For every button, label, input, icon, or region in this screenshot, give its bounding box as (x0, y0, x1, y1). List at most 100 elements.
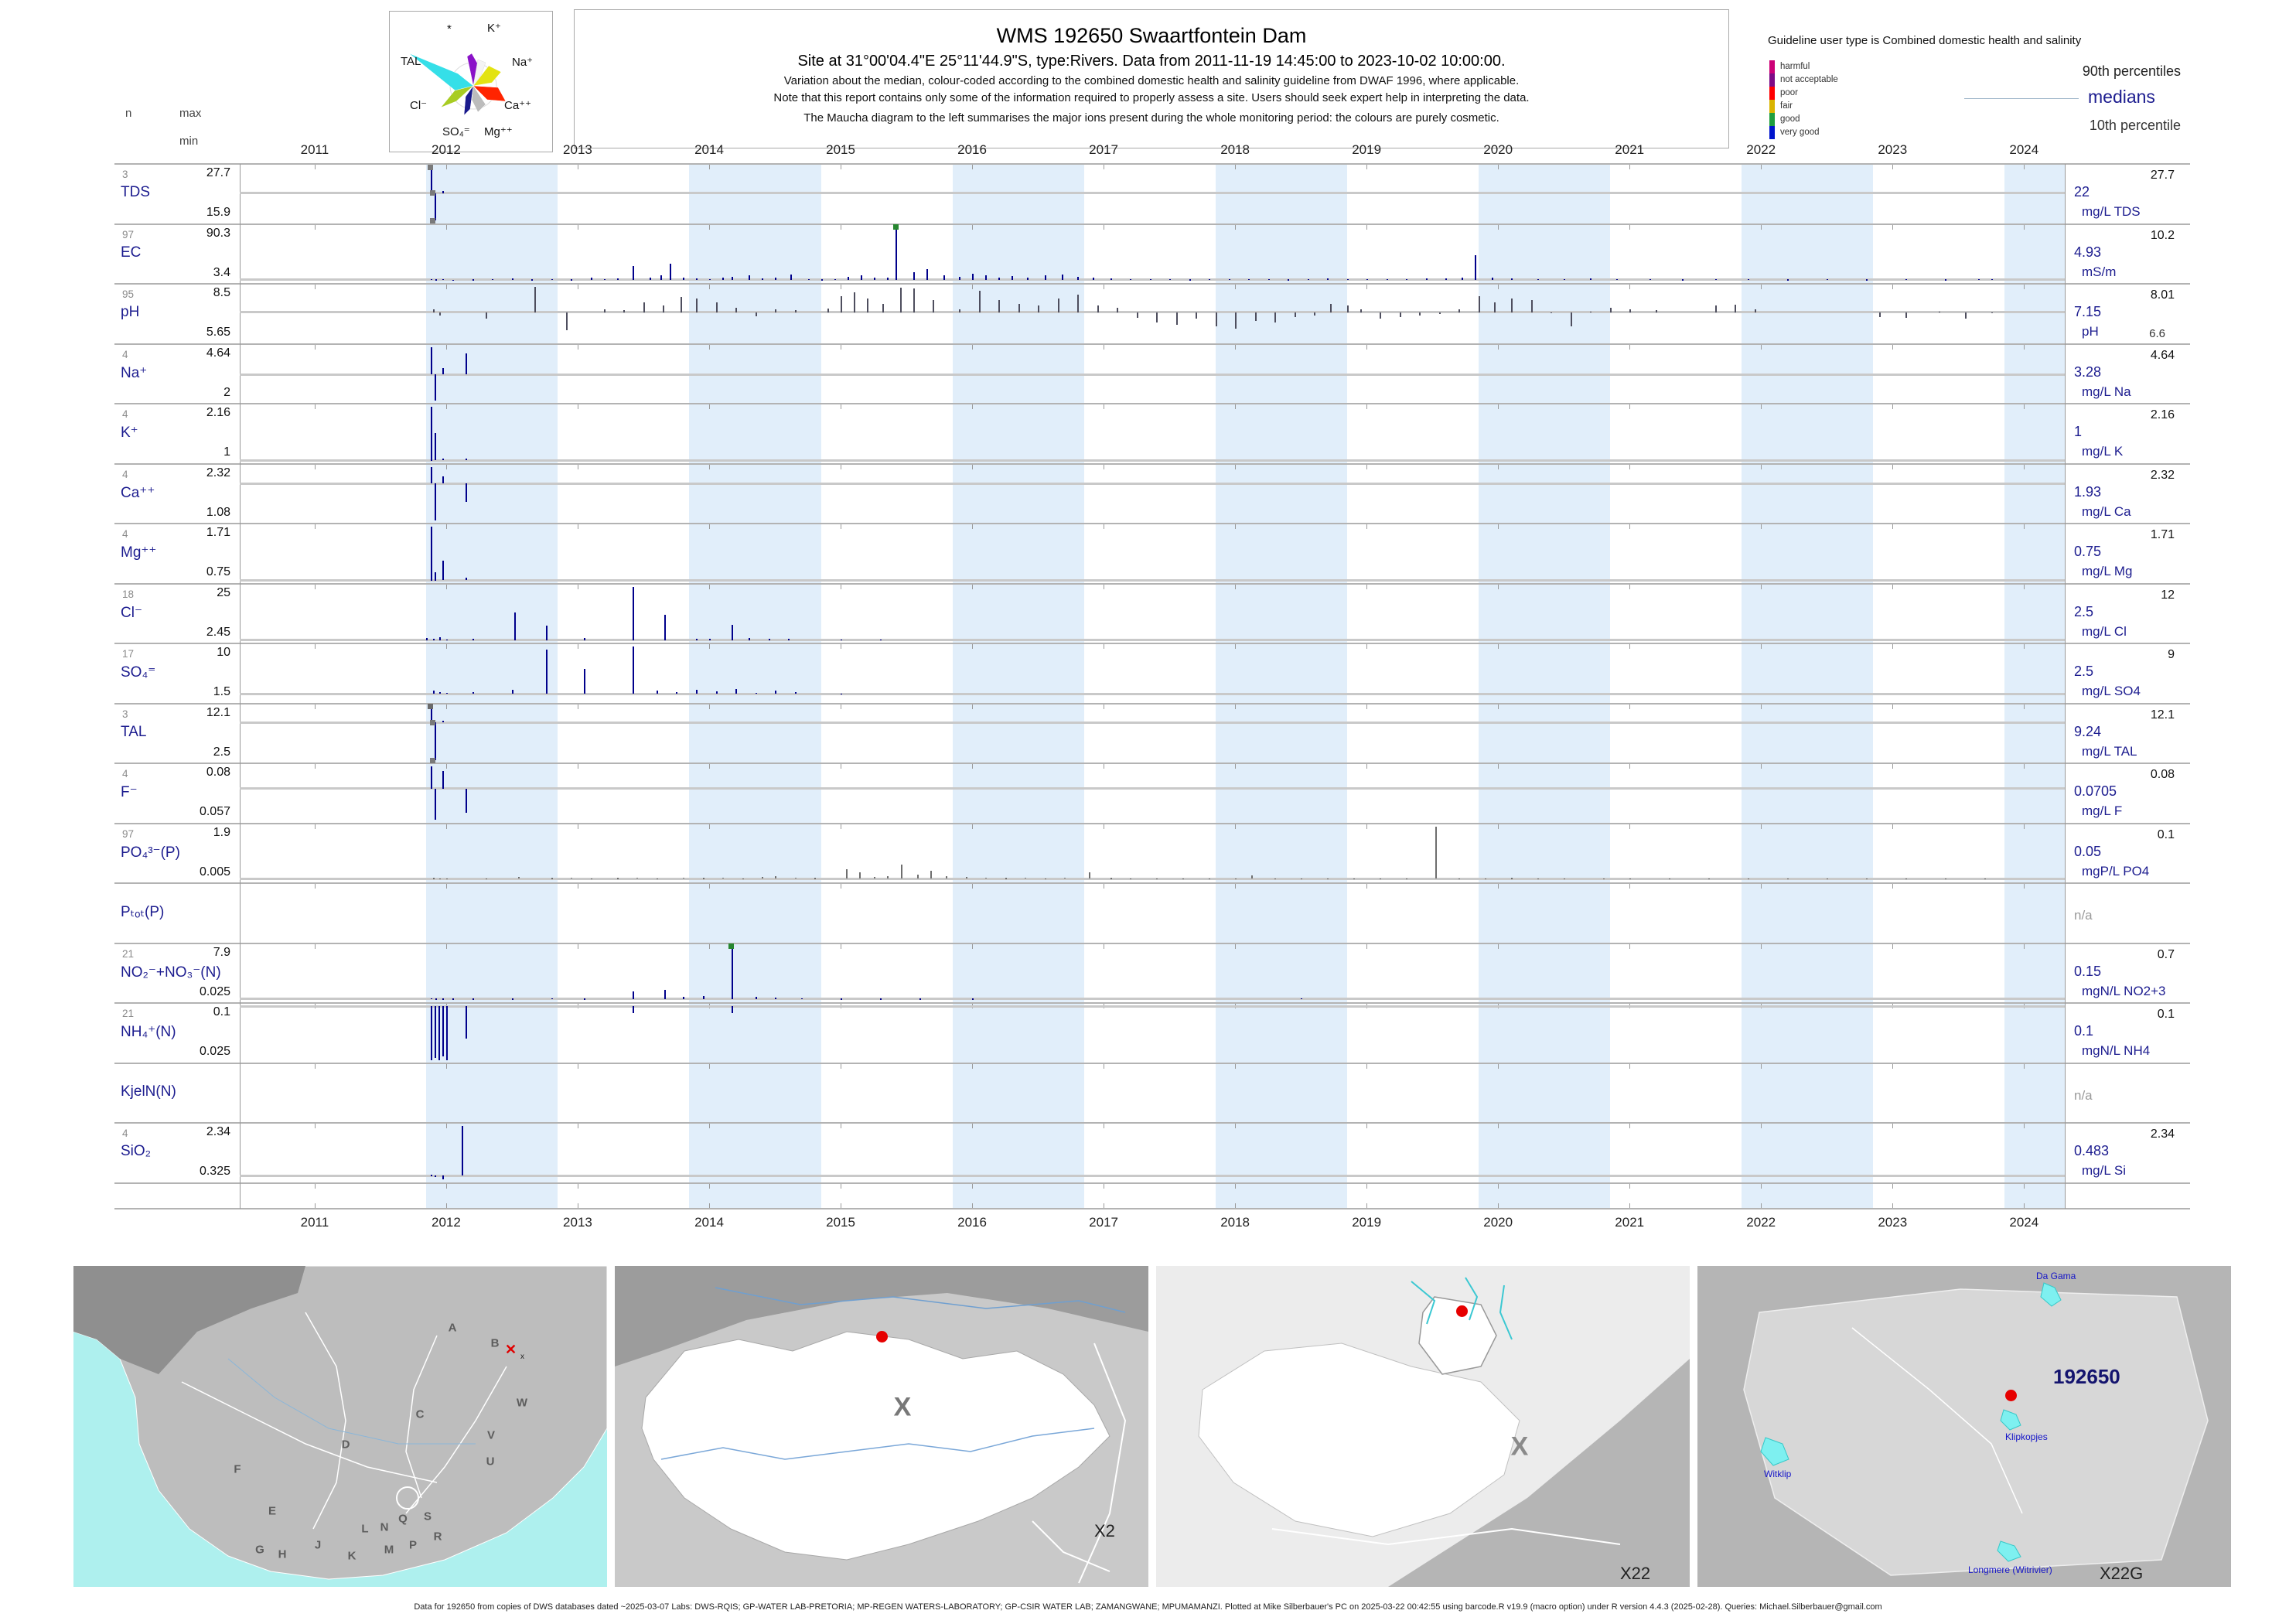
data-bar (1077, 276, 1080, 280)
maucha-label-mg: Mg⁺⁺ (484, 125, 513, 138)
data-bar (1629, 878, 1632, 880)
note-variation: Variation about the median, colour-coded… (783, 74, 1520, 87)
data-bar (1215, 312, 1217, 327)
year-tick (1366, 704, 1368, 709)
guideline-class-swatch (1769, 113, 1775, 126)
year-tick (2024, 884, 2025, 889)
data-bar (1267, 278, 1270, 281)
year-label-bottom: 2022 (1746, 1215, 1776, 1230)
year-tick (2024, 644, 2025, 649)
data-bar (1254, 312, 1257, 321)
data-bar (633, 266, 635, 280)
year-tick (709, 165, 710, 169)
data-bar (1827, 278, 1829, 281)
year-label-bottom: 2015 (826, 1215, 855, 1230)
row-max-value: 8.5 (213, 286, 230, 299)
year-tick (1366, 285, 1368, 289)
year-tick (1629, 524, 1631, 529)
data-bar (1491, 278, 1493, 280)
year-tick (1629, 644, 1631, 649)
site-marker-cross: ✕ (505, 1342, 517, 1357)
drainage-region-letter-q: Q (398, 1512, 408, 1526)
row-median-value: 22 (2074, 184, 2090, 200)
data-bar (1130, 278, 1132, 281)
data-bar (466, 458, 468, 461)
data-bar (762, 876, 763, 879)
data-bar (1130, 878, 1132, 880)
data-bar (1419, 312, 1421, 316)
year-tick (972, 1063, 974, 1069)
data-bar (1964, 312, 1967, 319)
guideline-class-label: harmful (1780, 62, 1810, 71)
year-tick (709, 884, 710, 889)
median-line (240, 1005, 2065, 1008)
row-max-value: 1.71 (206, 526, 230, 539)
data-bar (1945, 279, 1947, 281)
year-tick (709, 1203, 710, 1208)
data-bar (1288, 279, 1290, 281)
year-tick (1235, 644, 1237, 649)
data-bar (882, 303, 885, 312)
data-bar (978, 290, 981, 312)
year-tick (1366, 764, 1368, 769)
data-bar (1209, 878, 1211, 880)
page-title: WMS 192650 Swaartfontein Dam (996, 24, 1307, 47)
row-90th-value: 8.01 (2150, 288, 2175, 302)
year-tick (709, 285, 710, 289)
row-separator (114, 343, 2190, 345)
param-label: NO₂⁻+NO₃⁻(N) (121, 964, 221, 981)
year-tick (314, 344, 316, 350)
row-unit-label: mg/L Si (2082, 1163, 2127, 1178)
data-bar (1669, 878, 1671, 880)
data-bar (807, 278, 810, 281)
year-tick (972, 524, 974, 529)
data-bar (1425, 278, 1428, 280)
guideline-class-label: fair (1780, 101, 1793, 111)
data-bar (1735, 305, 1737, 312)
data-bar (1189, 279, 1191, 281)
year-tick (1235, 584, 1237, 589)
year-tick (972, 285, 974, 289)
row-n-count: 97 (122, 228, 135, 241)
row-max-value: 2.16 (206, 406, 230, 419)
year-tick (972, 884, 974, 889)
param-label: Cl⁻ (121, 604, 142, 621)
row-max-value: 4.64 (206, 346, 230, 360)
year-tick (1892, 404, 1894, 409)
drainage-region-letter-u: U (486, 1455, 495, 1469)
year-tick (709, 524, 710, 529)
year-tick (314, 704, 316, 709)
maucha-label-star: * (447, 22, 452, 36)
year-tick (1498, 524, 1499, 529)
data-bar (1748, 878, 1750, 880)
lake-label-klipkopjes: Klipkopjes (2005, 1431, 2048, 1442)
row-max-value: 2.32 (206, 466, 230, 479)
median-line (240, 278, 2065, 281)
data-bar (1616, 278, 1619, 281)
row-unit-label: mg/L Na (2082, 384, 2131, 399)
data-bar (1005, 878, 1007, 879)
median-line (240, 877, 2065, 880)
data-bar (1307, 278, 1309, 281)
row-unit-label: mg/L K (2082, 444, 2124, 459)
year-tick (972, 165, 974, 169)
data-bar (1435, 826, 1437, 879)
year-tick (709, 404, 710, 409)
year-tick (1498, 464, 1499, 469)
drainage-region-letter-v: V (486, 1428, 496, 1442)
data-bar (847, 276, 849, 280)
year-tick (1761, 1063, 1762, 1069)
row-unit-label: mg/L Mg (2082, 564, 2133, 578)
year-tick (314, 1183, 316, 1189)
year-band (1215, 164, 1347, 1209)
data-bar (901, 865, 903, 879)
median-line (240, 787, 2065, 790)
year-tick (1892, 285, 1894, 289)
data-bar (643, 302, 645, 312)
data-bar (1093, 278, 1095, 280)
year-tick (709, 764, 710, 769)
year-tick (1629, 464, 1631, 469)
row-max-value: 12.1 (206, 705, 230, 719)
year-tick (445, 404, 447, 409)
year-tick (1366, 165, 1368, 169)
